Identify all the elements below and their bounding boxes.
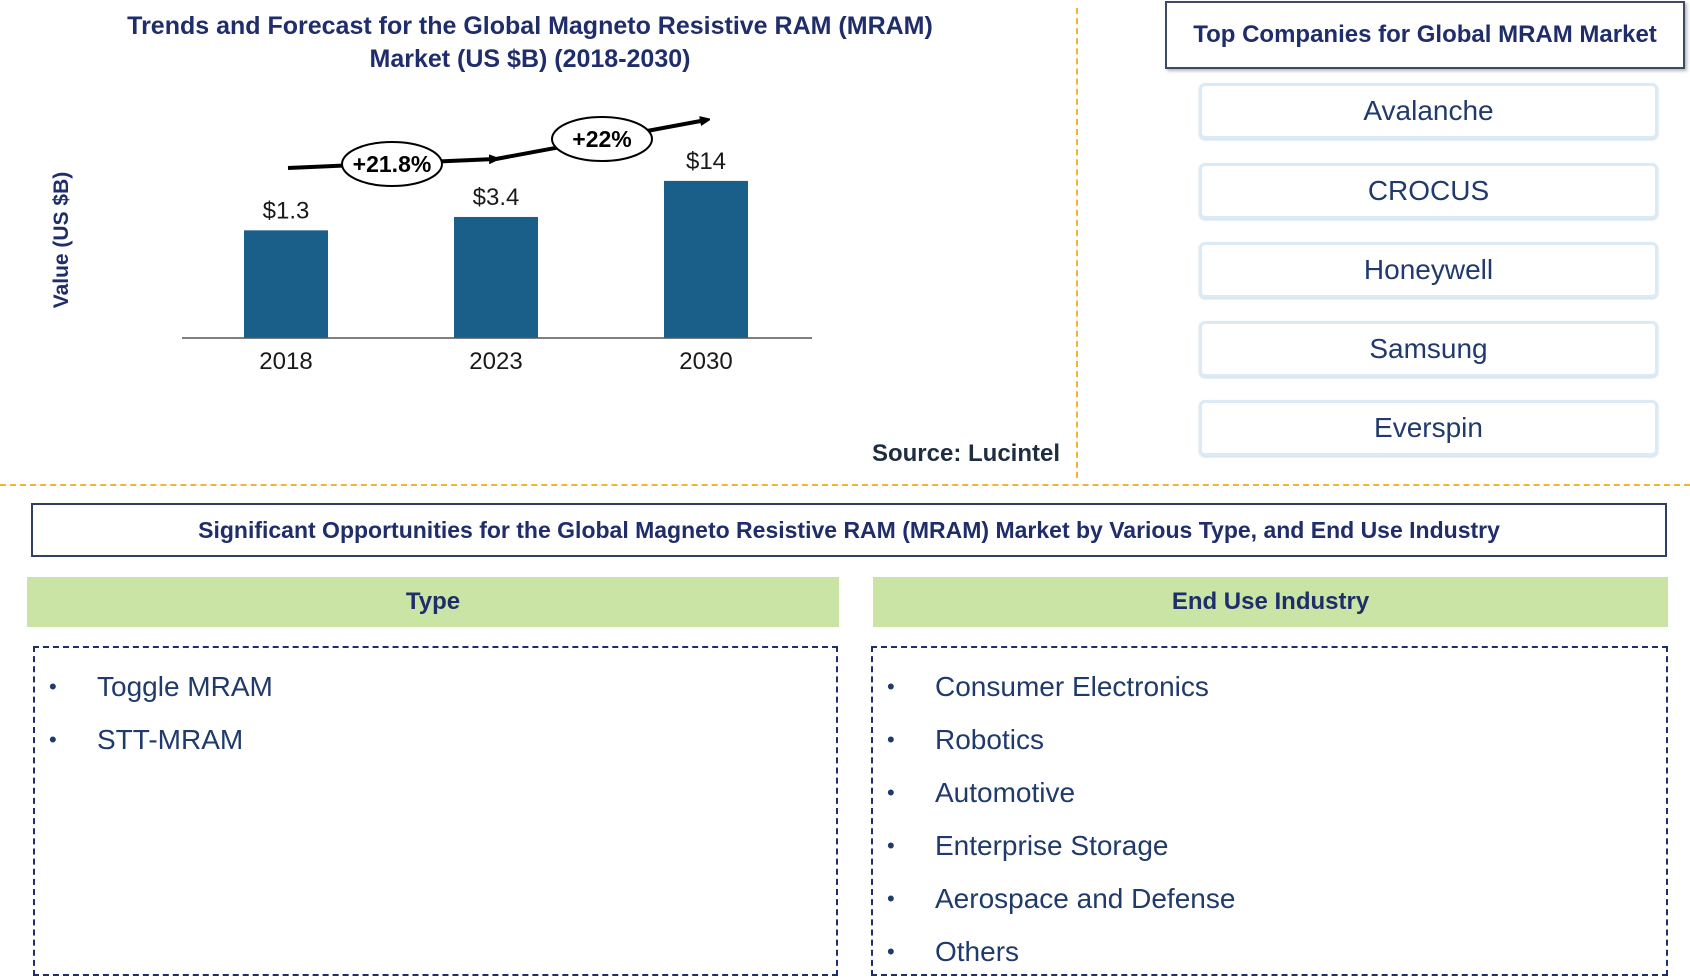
bar-2030 — [664, 180, 748, 338]
data-label-2030: $14 — [686, 148, 726, 175]
data-label-2018: $1.3 — [263, 197, 310, 224]
end-use-list-item: Automotive — [873, 766, 1666, 819]
company-item: Samsung — [1199, 321, 1658, 377]
source-label: Source: Lucintel — [871, 440, 1060, 467]
x-tick-2018: 2018 — [259, 348, 312, 375]
bar-chart: $1.3 2018 $3.4 2023 $14 2030 +21.8% +22% Value… — [50, 116, 812, 375]
bar-2018 — [244, 230, 328, 338]
chart-title-line2: Market (US $B) (2018-2030) — [369, 45, 691, 73]
growth-bubble-2 — [551, 116, 653, 162]
vertical-divider — [1076, 8, 1078, 478]
x-tick-2030: 2030 — [679, 348, 732, 375]
data-label-2023: $3.4 — [473, 184, 520, 211]
end-use-header: End Use Industry — [873, 577, 1668, 627]
company-item: Everspin — [1199, 400, 1658, 456]
chart-title: Trends and Forecast for the Global Magne… — [60, 10, 1000, 76]
companies-header: Top Companies for Global MRAM Market — [1165, 1, 1685, 69]
growth-label-2: +22% — [572, 126, 631, 152]
growth-label-1: +21.8% — [353, 151, 432, 177]
opportunities-header: Significant Opportunities for the Global… — [31, 503, 1667, 557]
horizontal-divider — [0, 484, 1690, 486]
type-header: Type — [27, 577, 839, 627]
bar-2023 — [454, 216, 538, 338]
type-list: Toggle MRAMSTT-MRAM — [33, 646, 838, 976]
end-use-list: Consumer ElectronicsRoboticsAutomotiveEn… — [871, 646, 1668, 978]
end-use-list-item: Others — [873, 925, 1666, 978]
x-tick-2023: 2023 — [469, 348, 522, 375]
company-item: Avalanche — [1199, 83, 1658, 139]
end-use-list-item: Consumer Electronics — [873, 660, 1666, 713]
chart-title-line1: Trends and Forecast for the Global Magne… — [127, 12, 933, 40]
type-list-item: STT-MRAM — [35, 713, 836, 766]
end-use-list-item: Robotics — [873, 713, 1666, 766]
company-item: Honeywell — [1199, 242, 1658, 298]
growth-bubble-1 — [341, 141, 443, 187]
end-use-list-item: Enterprise Storage — [873, 819, 1666, 872]
company-item: CROCUS — [1199, 163, 1658, 219]
type-list-item: Toggle MRAM — [35, 660, 836, 713]
y-axis-label: Value (US $B) — [50, 172, 73, 309]
end-use-list-item: Aerospace and Defense — [873, 872, 1666, 925]
